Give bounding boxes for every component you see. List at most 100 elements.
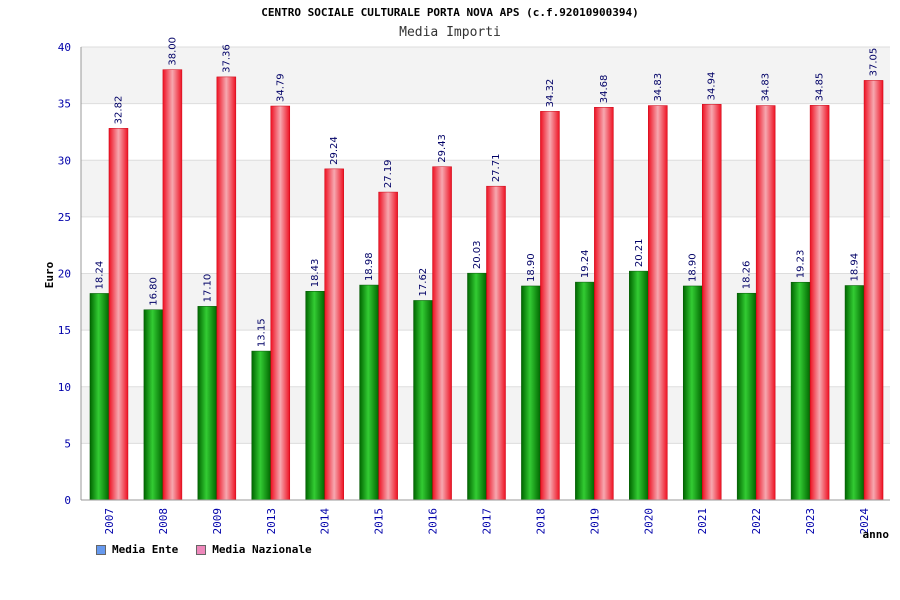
bar-media-nazionale-2008 bbox=[162, 69, 183, 501]
y-tick-label: 5 bbox=[64, 437, 71, 450]
value-label-media-ente-2015: 18.98 bbox=[364, 252, 375, 281]
bar-media-nazionale-2023 bbox=[809, 105, 830, 501]
y-tick-label: 20 bbox=[58, 268, 71, 281]
value-label-media-nazionale-2014: 29.24 bbox=[329, 136, 340, 165]
bars bbox=[89, 69, 884, 501]
x-tick-label-2015: 2015 bbox=[373, 508, 386, 535]
value-label-media-ente-2013: 13.15 bbox=[256, 318, 267, 347]
x-axis-ticks: 2007 2008 2009 2013 2014 2015 2016 2017 2018 2019… bbox=[103, 508, 871, 535]
legend-label-media-ente: Media Ente bbox=[112, 543, 179, 556]
bar-media-ente-2021 bbox=[682, 285, 703, 501]
value-label-media-ente-2014: 18.43 bbox=[310, 259, 321, 288]
legend-swatch-media-nazionale bbox=[196, 544, 207, 555]
x-tick-label-2022: 2022 bbox=[750, 508, 763, 535]
legend: Media Ente Media Nazionale bbox=[96, 543, 312, 556]
bar-value-labels: 18.24 32.82 16.80 38.00 17.10 37.36 13.15 34.79… bbox=[94, 37, 879, 347]
bar-media-ente-2008 bbox=[143, 309, 164, 501]
grid-band bbox=[81, 103, 890, 161]
value-label-media-ente-2023: 19.23 bbox=[796, 250, 807, 279]
value-label-media-nazionale-2019: 34.68 bbox=[599, 75, 610, 104]
value-label-media-nazionale-2024: 37.05 bbox=[869, 48, 880, 77]
x-tick-label-2024: 2024 bbox=[858, 508, 871, 535]
x-tick-label-2020: 2020 bbox=[642, 508, 655, 535]
value-label-media-nazionale-2015: 27.19 bbox=[383, 159, 394, 188]
value-label-media-ente-2020: 20.21 bbox=[634, 238, 645, 267]
bar-media-ente-2017 bbox=[467, 272, 487, 501]
value-label-media-ente-2021: 18.90 bbox=[688, 253, 699, 282]
grid-band bbox=[81, 47, 890, 104]
legend-item-media-ente: Media Ente bbox=[96, 543, 178, 556]
bar-media-nazionale-2024 bbox=[863, 80, 884, 501]
x-tick-label-2018: 2018 bbox=[534, 508, 547, 535]
bar-media-nazionale-2018 bbox=[540, 111, 560, 501]
value-label-media-nazionale-2020: 34.83 bbox=[653, 73, 664, 102]
value-label-media-ente-2018: 18.90 bbox=[526, 253, 537, 282]
bar-media-nazionale-2016 bbox=[432, 166, 452, 501]
bar-media-nazionale-2017 bbox=[486, 185, 506, 501]
x-tick-label-2009: 2009 bbox=[211, 508, 224, 535]
bar-media-ente-2024 bbox=[844, 285, 865, 501]
x-tick-label-2017: 2017 bbox=[481, 508, 494, 535]
bar-media-ente-2023 bbox=[790, 281, 811, 501]
bar-media-nazionale-2014 bbox=[324, 168, 344, 501]
value-label-media-nazionale-2018: 34.32 bbox=[545, 79, 556, 108]
value-label-media-nazionale-2016: 29.43 bbox=[437, 134, 448, 163]
value-label-media-nazionale-2007: 32.82 bbox=[113, 96, 124, 125]
legend-label-media-nazionale: Media Nazionale bbox=[212, 543, 312, 556]
value-label-media-ente-2008: 16.80 bbox=[148, 277, 159, 306]
x-tick-label-2019: 2019 bbox=[588, 508, 601, 535]
bar-media-ente-2007 bbox=[89, 293, 110, 501]
x-tick-label-2014: 2014 bbox=[319, 508, 332, 535]
y-tick-label: 25 bbox=[58, 211, 71, 224]
x-tick-label-2013: 2013 bbox=[265, 508, 278, 535]
y-tick-label: 35 bbox=[58, 98, 71, 111]
y-tick-label: 10 bbox=[58, 381, 71, 394]
value-label-media-ente-2017: 20.03 bbox=[472, 241, 483, 270]
bar-media-nazionale-2009 bbox=[216, 76, 237, 501]
value-label-media-ente-2009: 17.10 bbox=[202, 274, 213, 303]
bar-media-nazionale-2013 bbox=[270, 105, 291, 501]
bar-media-nazionale-2021 bbox=[701, 104, 722, 501]
value-label-media-ente-2019: 19.24 bbox=[580, 249, 591, 278]
value-label-media-nazionale-2023: 34.85 bbox=[815, 73, 826, 102]
value-label-media-nazionale-2017: 27.71 bbox=[491, 154, 502, 183]
bar-media-ente-2014 bbox=[305, 291, 325, 501]
y-tick-label: 15 bbox=[58, 324, 71, 337]
x-tick-label-2016: 2016 bbox=[427, 508, 440, 535]
value-label-media-ente-2022: 18.26 bbox=[742, 261, 753, 290]
x-tick-label-2008: 2008 bbox=[157, 508, 170, 535]
bar-media-ente-2009 bbox=[197, 306, 218, 501]
bar-media-ente-2022 bbox=[736, 292, 757, 501]
legend-item-media-nazionale: Media Nazionale bbox=[196, 543, 312, 556]
y-tick-label: 30 bbox=[58, 154, 71, 167]
bar-media-nazionale-2015 bbox=[378, 191, 398, 501]
chart-subtitle: Media Importi bbox=[399, 25, 501, 40]
y-tick-label: 0 bbox=[64, 494, 71, 507]
bar-media-nazionale-2020 bbox=[648, 105, 668, 501]
value-label-media-ente-2016: 17.62 bbox=[418, 268, 429, 297]
legend-swatch-media-ente bbox=[96, 544, 106, 555]
x-tick-label-2021: 2021 bbox=[696, 508, 709, 535]
value-label-media-ente-2024: 18.94 bbox=[850, 253, 861, 282]
grid-band bbox=[81, 216, 890, 274]
chart-title: CENTRO SOCIALE CULTURALE PORTA NOVA APS … bbox=[261, 6, 639, 19]
grid-band bbox=[81, 160, 890, 217]
y-tick-label: 40 bbox=[58, 41, 71, 54]
bar-media-ente-2020 bbox=[629, 270, 649, 501]
value-label-media-nazionale-2009: 37.36 bbox=[221, 44, 232, 73]
bar-media-ente-2015 bbox=[359, 284, 379, 501]
bar-media-ente-2016 bbox=[413, 300, 433, 501]
x-axis-label: anno bbox=[863, 528, 890, 541]
value-label-media-nazionale-2008: 38.00 bbox=[167, 37, 178, 66]
value-label-media-nazionale-2021: 34.94 bbox=[707, 72, 718, 101]
x-tick-label-2007: 2007 bbox=[103, 508, 116, 535]
bar-media-nazionale-2007 bbox=[108, 128, 129, 501]
bar-media-ente-2019 bbox=[575, 281, 595, 501]
value-label-media-ente-2007: 18.24 bbox=[94, 261, 105, 290]
bar-media-ente-2013 bbox=[251, 350, 272, 501]
y-axis-ticks: 0 5 10 15 20 25 30 35 40 bbox=[58, 41, 71, 507]
x-tick-label-2023: 2023 bbox=[804, 508, 817, 535]
bar-media-nazionale-2019 bbox=[594, 106, 614, 501]
y-axis-label: Euro bbox=[43, 261, 56, 288]
